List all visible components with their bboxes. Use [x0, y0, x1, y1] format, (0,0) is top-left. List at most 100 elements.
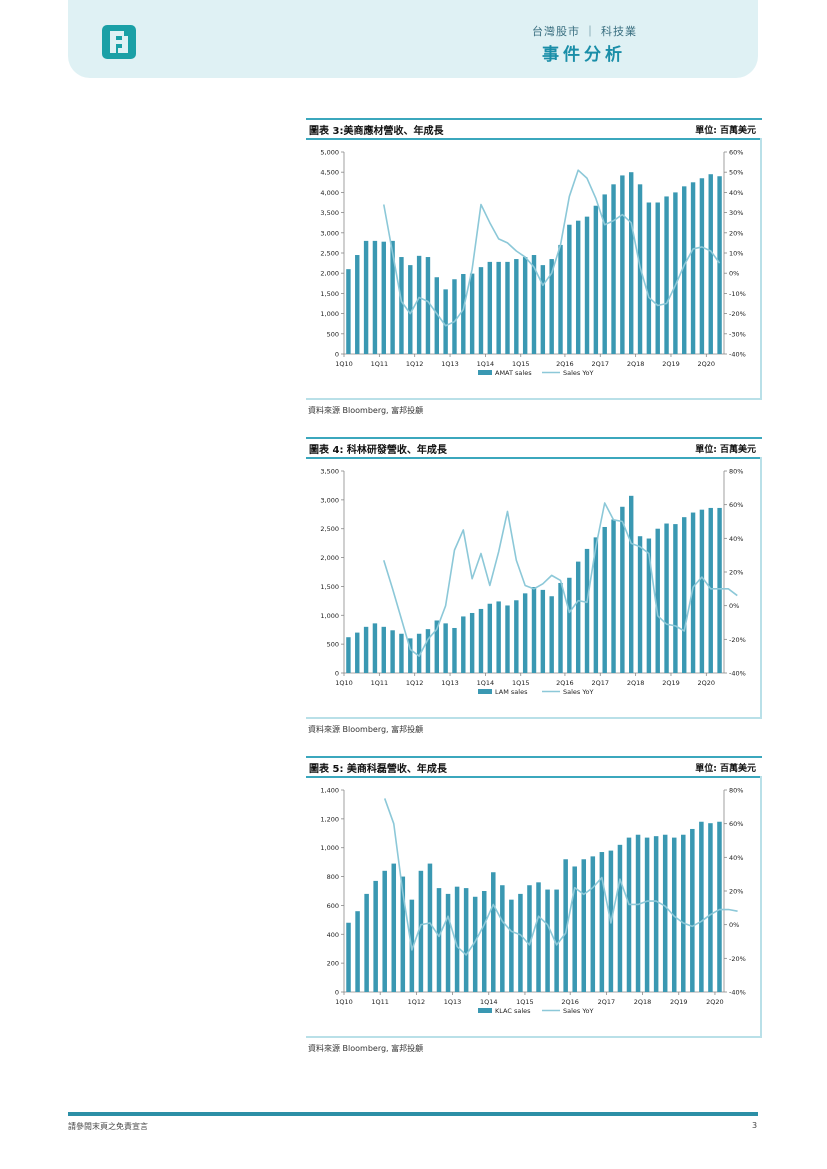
sales-bar	[620, 506, 625, 673]
sales-bar	[655, 202, 660, 354]
sales-bar	[602, 526, 607, 673]
sales-bar	[445, 893, 451, 992]
sales-bar	[682, 186, 687, 354]
sales-bar	[399, 633, 404, 673]
sales-bar	[708, 823, 713, 992]
x-tick-label: 2Q19	[670, 998, 688, 1006]
legend-bar-label: LAM sales	[495, 688, 528, 696]
y-left-tick-label: 1,000	[320, 844, 339, 852]
sales-bar	[717, 176, 722, 354]
legend-bar-swatch	[478, 1008, 492, 1013]
legend-line-label: Sales YoY	[563, 369, 593, 377]
sales-bar	[496, 261, 501, 354]
chart-source: 資料來源 Bloomberg, 富邦投顧	[308, 406, 424, 415]
sales-bar	[372, 240, 378, 354]
sales-bar	[655, 528, 660, 673]
y-right-tick-label: -40%	[729, 670, 746, 678]
y-right-tick-label: -20%	[729, 636, 746, 644]
sales-bar	[346, 637, 351, 673]
x-tick-label: 2Q18	[627, 360, 645, 368]
x-tick-label: 1Q11	[371, 360, 389, 368]
sales-bar	[554, 889, 559, 992]
sales-bar	[363, 626, 369, 673]
sales-bar	[454, 886, 460, 992]
page-number: 3	[752, 1121, 758, 1130]
y-right-tick-label: 40%	[729, 189, 743, 197]
y-left-tick-label: 1,000	[320, 310, 339, 318]
y-left-tick-label: 5,000	[320, 149, 339, 157]
sales-bar	[637, 536, 643, 673]
sales-bar	[481, 891, 487, 992]
legend-bar-label: AMAT sales	[495, 369, 532, 377]
sales-bar	[443, 289, 448, 354]
sales-bar	[518, 893, 523, 992]
x-tick-label: 1Q14	[477, 360, 495, 368]
x-tick-label: 1Q12	[406, 679, 424, 687]
chart-box: 0 200 400 600 800 1,000 1,200 1,400 -40% -20% 0% 20…	[306, 776, 762, 1038]
sales-bar	[602, 194, 607, 354]
footer-disclaimer: 請參閱末頁之免責宣言	[68, 1122, 148, 1131]
chart-header: 圖表 4: 科林研發營收、年成長 單位: 百萬美元	[306, 437, 762, 459]
sales-bar	[505, 605, 510, 673]
amat-chart: 0 500 1,000 1,500 2,000 2,500 3,000 3,500 4,000 4…	[320, 149, 746, 378]
sales-bar	[452, 279, 457, 354]
x-tick-label: 2Q16	[556, 360, 574, 368]
y-left-tick-label: 2,000	[320, 270, 339, 278]
chart-header: 圖表 5: 美商科磊營收、年成長 單位: 百萬美元	[306, 756, 762, 778]
x-tick-label: 2Q20	[706, 998, 724, 1006]
x-tick-label: 1Q13	[444, 998, 462, 1006]
y-left-tick-label: 3,000	[320, 229, 339, 237]
sales-bar	[540, 265, 546, 354]
x-tick-label: 1Q10	[335, 679, 353, 687]
sales-bar	[363, 240, 369, 354]
sales-bar	[355, 632, 360, 673]
sales-bar	[690, 182, 696, 354]
sales-bar	[699, 821, 704, 992]
yoy-line	[382, 169, 721, 327]
legend-bar-label: KLAC sales	[495, 1007, 531, 1015]
x-tick-label: 2Q20	[698, 679, 716, 687]
chart-title: 圖表 4: 科林研發營收、年成長	[309, 445, 447, 456]
y-right-tick-label: -20%	[729, 310, 746, 318]
sales-bar	[540, 589, 546, 673]
sales-bar	[673, 524, 678, 673]
fubon-logo	[100, 22, 138, 62]
sales-bar	[463, 888, 469, 992]
sales-bar	[418, 870, 424, 992]
y-right-tick-label: -20%	[729, 955, 746, 963]
chart-unit: 單位: 百萬美元	[695, 126, 756, 136]
sales-bar	[708, 507, 713, 673]
y-left-tick-label: 2,500	[320, 525, 339, 533]
sales-bar	[434, 620, 439, 673]
y-right-tick-label: 20%	[729, 888, 743, 896]
sales-bar	[567, 577, 572, 673]
y-left-tick-label: 0	[335, 351, 339, 359]
sales-bar	[416, 633, 422, 673]
sales-bar	[629, 172, 634, 354]
sales-bar	[662, 834, 668, 992]
sales-bar	[575, 220, 581, 354]
sales-bar	[427, 863, 433, 992]
sales-bar	[572, 866, 577, 992]
x-tick-label: 1Q12	[408, 998, 426, 1006]
sales-bar	[461, 616, 466, 673]
x-tick-label: 2Q17	[592, 360, 610, 368]
sales-bar	[408, 638, 413, 673]
sales-bar	[581, 859, 587, 992]
sales-bar	[390, 630, 395, 673]
x-tick-label: 1Q14	[480, 998, 498, 1006]
sales-bar	[346, 922, 351, 992]
x-tick-label: 1Q10	[335, 360, 353, 368]
sales-bar	[478, 267, 484, 354]
chart-unit: 單位: 百萬美元	[695, 445, 756, 455]
sales-bar	[536, 882, 541, 992]
chart-box: 0 500 1,000 1,500 2,000 2,500 3,000 3,500 -40% -2…	[306, 457, 762, 719]
sales-bar	[355, 255, 360, 354]
y-left-tick-label: 4,500	[320, 169, 339, 177]
y-right-tick-label: -40%	[729, 351, 746, 359]
footer-rule	[68, 1112, 758, 1116]
y-right-tick-label: 60%	[729, 501, 743, 509]
sales-bar	[355, 911, 360, 992]
sales-bar	[699, 178, 705, 354]
sales-bar	[567, 224, 572, 354]
